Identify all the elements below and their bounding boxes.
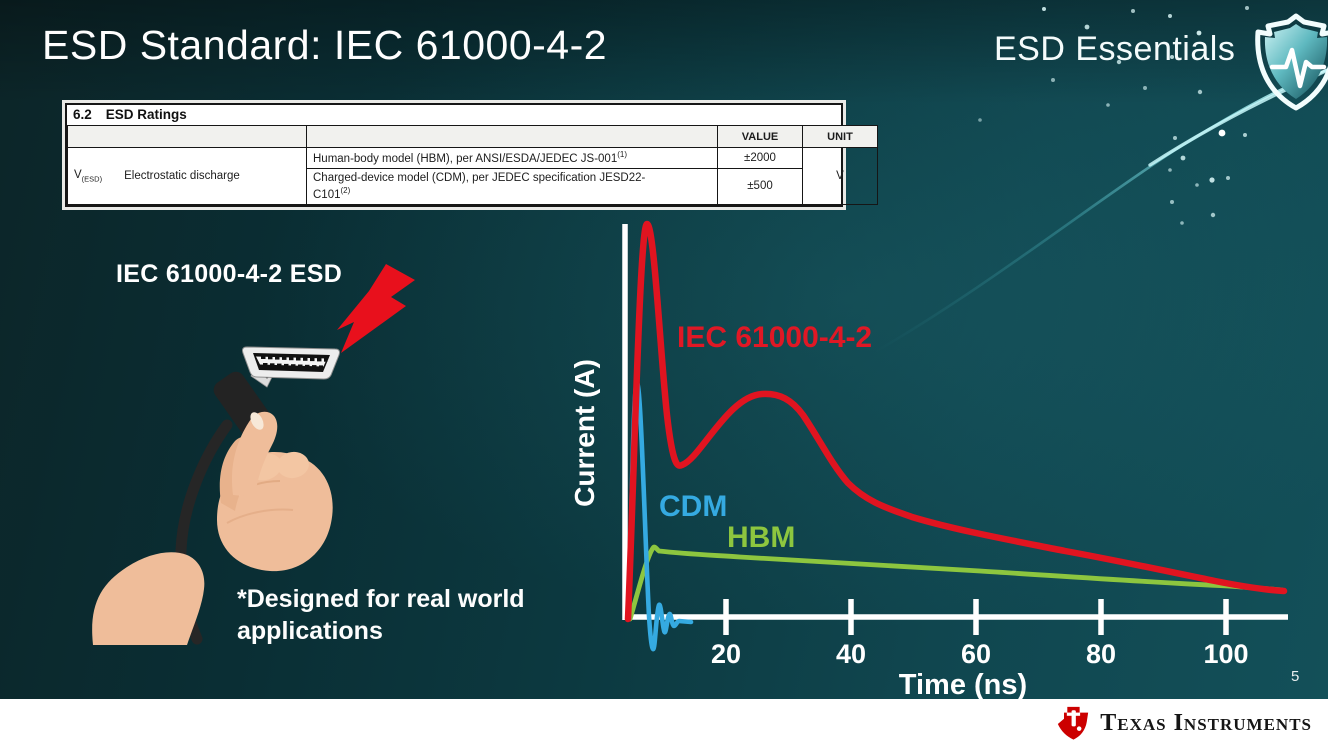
y-axis-label: Current (A) [569, 359, 600, 507]
hbm-description: Human-body model (HBM), per ANSI/ESDA/JE… [313, 150, 627, 165]
cdm-description: Charged-device model (CDM), per JEDEC sp… [313, 172, 646, 201]
svg-text:80: 80 [1086, 639, 1116, 669]
cdm-value: ±500 [717, 168, 803, 205]
svg-text:100: 100 [1203, 639, 1248, 669]
illustration-caption: IEC 61000-4-2 ESD [116, 260, 343, 288]
esd-shield-icon [1255, 13, 1328, 111]
lightning-bolt-icon [337, 264, 415, 353]
forearm [92, 552, 205, 645]
param-symbol: V(ESD) [74, 168, 103, 184]
ti-logo-icon [1058, 706, 1089, 740]
table-row: Charged-device model (CDM), per JEDEC sp… [68, 168, 878, 205]
table-section-title: 6.2 ESD Ratings [67, 105, 841, 125]
page-number: 5 [1291, 668, 1300, 685]
iec-curve [624, 220, 1288, 623]
ti-logo: Texas Instruments [1055, 704, 1312, 742]
col-header-value: VALUE [717, 125, 803, 148]
svg-text:60: 60 [961, 639, 991, 669]
section-number: 6.2 [73, 107, 92, 122]
param-name: Electrostatic discharge [124, 169, 240, 182]
hbm-curve [627, 544, 1285, 622]
table-header-row: VALUE UNIT [67, 125, 878, 148]
section-title: ESD Ratings [105, 107, 187, 122]
legend-iec: IEC 61000-4-2 [677, 321, 872, 354]
legend-cdm: CDM [659, 490, 727, 523]
footer-bar: Texas Instruments [0, 699, 1328, 746]
star-dots [978, 6, 1249, 225]
unit-value: V [802, 147, 878, 205]
legend-hbm: HBM [727, 521, 795, 554]
hand-esd-illustration [92, 264, 415, 645]
svg-text:20: 20 [711, 639, 741, 669]
hbm-value: ±2000 [717, 146, 803, 170]
footnote: *Designed for real world applications [237, 585, 525, 645]
x-axis-label: Time (ns) [899, 669, 1027, 700]
svg-text:40: 40 [836, 639, 866, 669]
x-axis-tick-labels: 20 40 60 80 100 [711, 639, 1249, 669]
table-row: V(ESD) Electrostatic discharge Human-bod… [67, 146, 878, 205]
col-header-unit: UNIT [802, 125, 878, 148]
ti-wordmark: Texas Instruments [1100, 709, 1312, 736]
hdmi-connector-icon [242, 346, 340, 380]
x-axis-ticks [723, 599, 1229, 635]
esd-ratings-table: 6.2 ESD Ratings VALUE UNIT V(ESD) Electro… [62, 100, 878, 210]
program-badge-label: ESD Essentials [994, 30, 1236, 68]
esd-waveform-chart: 20 40 60 80 100 Time (ns) Current (A) IE… [569, 220, 1288, 700]
fingernail [250, 412, 264, 430]
page-title: ESD Standard: IEC 61000-4-2 [42, 22, 608, 68]
index-finger [231, 411, 278, 497]
